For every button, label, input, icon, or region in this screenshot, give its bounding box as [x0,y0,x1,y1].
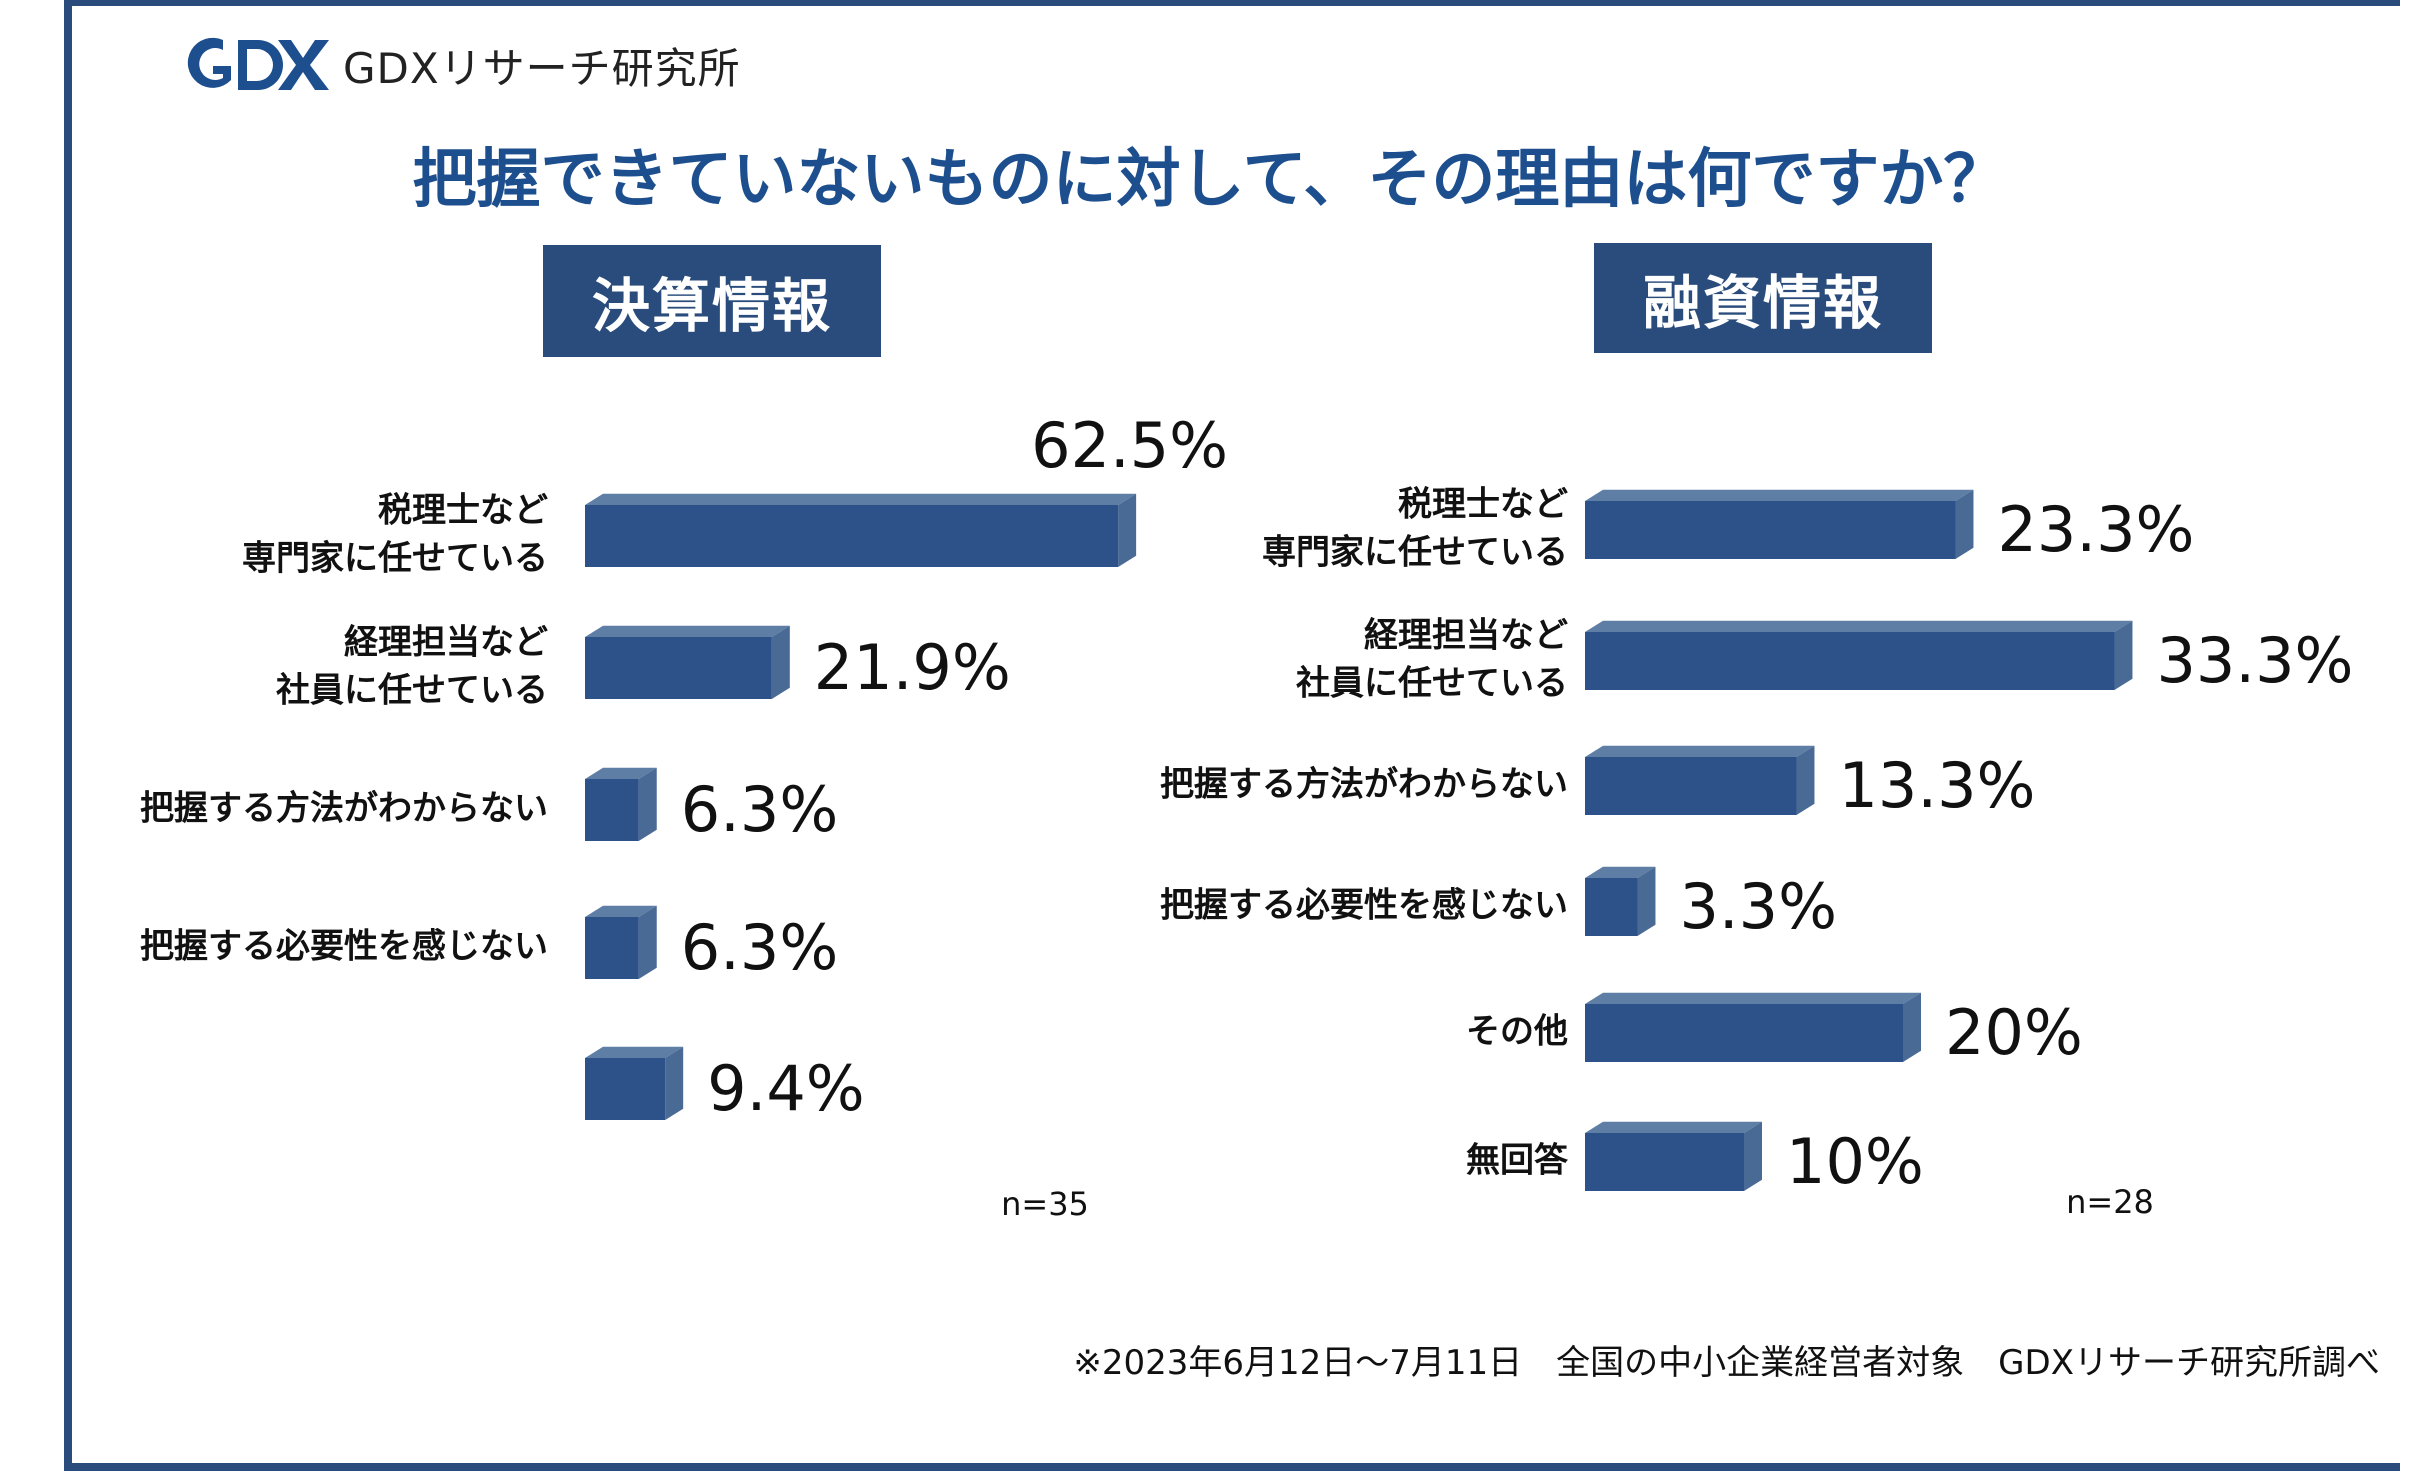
category-label: 経理担当など [1364,616,1568,656]
bar [1585,878,1638,936]
bar [1585,1004,1903,1062]
category-label: 経理担当など [344,623,548,663]
category-label: 社員に任せている [1296,664,1568,704]
bar-top [1585,992,1921,1004]
category-label: 把握する方法がわからない [140,789,548,829]
bar-side [638,767,657,841]
sample-size-label: n=28 [2066,1183,2154,1221]
bar-side [1796,745,1815,815]
gdx-logo-icon [187,37,329,90]
bar-side [771,625,790,699]
bar-side [1118,493,1137,567]
bar-top [1585,620,2133,632]
category-label: 税理士など [378,491,548,531]
bar-side [1744,1121,1762,1191]
bar [1585,757,1797,815]
bar [585,917,639,979]
category-label: 専門家に任せている [242,539,548,579]
sample-size-label: n=35 [1001,1185,1089,1223]
bar-side [1637,866,1656,936]
bar-top [1585,745,1815,757]
bar-side [1903,992,1921,1062]
footnote: ※2023年6月12日～7月11日 全国の中小企業経営者対象 GDXリサーチ研究… [1073,1343,2380,1383]
data-label: 3.3% [1679,870,1837,943]
bar [585,637,772,699]
bar-side [638,905,657,979]
panel-title-yuushi: 融資情報 [1594,243,1932,353]
bar-side [2114,620,2133,690]
bar [585,1058,666,1120]
data-label: 23.3% [1997,493,2194,566]
bar-top [585,1046,684,1058]
bar [585,779,639,841]
category-label: 無回答 [1466,1141,1569,1181]
data-label: 6.3% [681,911,839,984]
chart-frame [64,0,2400,1471]
category-label: 社員に任せている [276,671,548,711]
bar [1585,501,1956,559]
category-label: 把握する必要性を感じない [140,927,548,967]
logo-text: GDXリサーチ研究所 [343,43,741,93]
data-label: 20% [1945,996,2083,1069]
category-label: 把握する必要性を感じない [1160,886,1568,926]
data-label: 33.3% [2156,624,2353,697]
data-label: 10% [1786,1125,1924,1198]
bar-top [1585,866,1656,878]
chart-title: 把握できていないものに対して、その理由は何ですか？ [412,143,2008,217]
panel-title-kessan: 決算情報 [543,245,881,357]
bar-top [1585,1121,1762,1133]
bar-top [585,767,657,779]
bar-top [585,625,790,637]
data-label: 21.9% [814,631,1011,704]
category-label: 把握する方法がわからない [1160,765,1568,805]
bar-side [1955,489,1974,559]
category-label: その他 [1466,1012,1568,1052]
data-label: 9.4% [707,1052,865,1125]
bar-side [665,1046,684,1120]
data-label: 62.5% [1031,409,1228,482]
bar-top [1585,489,1974,501]
bar [1585,1133,1744,1191]
data-label: 13.3% [1838,749,2035,822]
category-label: 税理士など [1398,485,1568,525]
bar-top [585,493,1137,505]
bar [585,505,1119,567]
bar [1585,632,2115,690]
data-label: 6.3% [681,773,839,846]
category-label: 専門家に任せている [1262,533,1568,573]
bar-top [585,905,657,917]
logo: GDXリサーチ研究所 [183,30,741,100]
